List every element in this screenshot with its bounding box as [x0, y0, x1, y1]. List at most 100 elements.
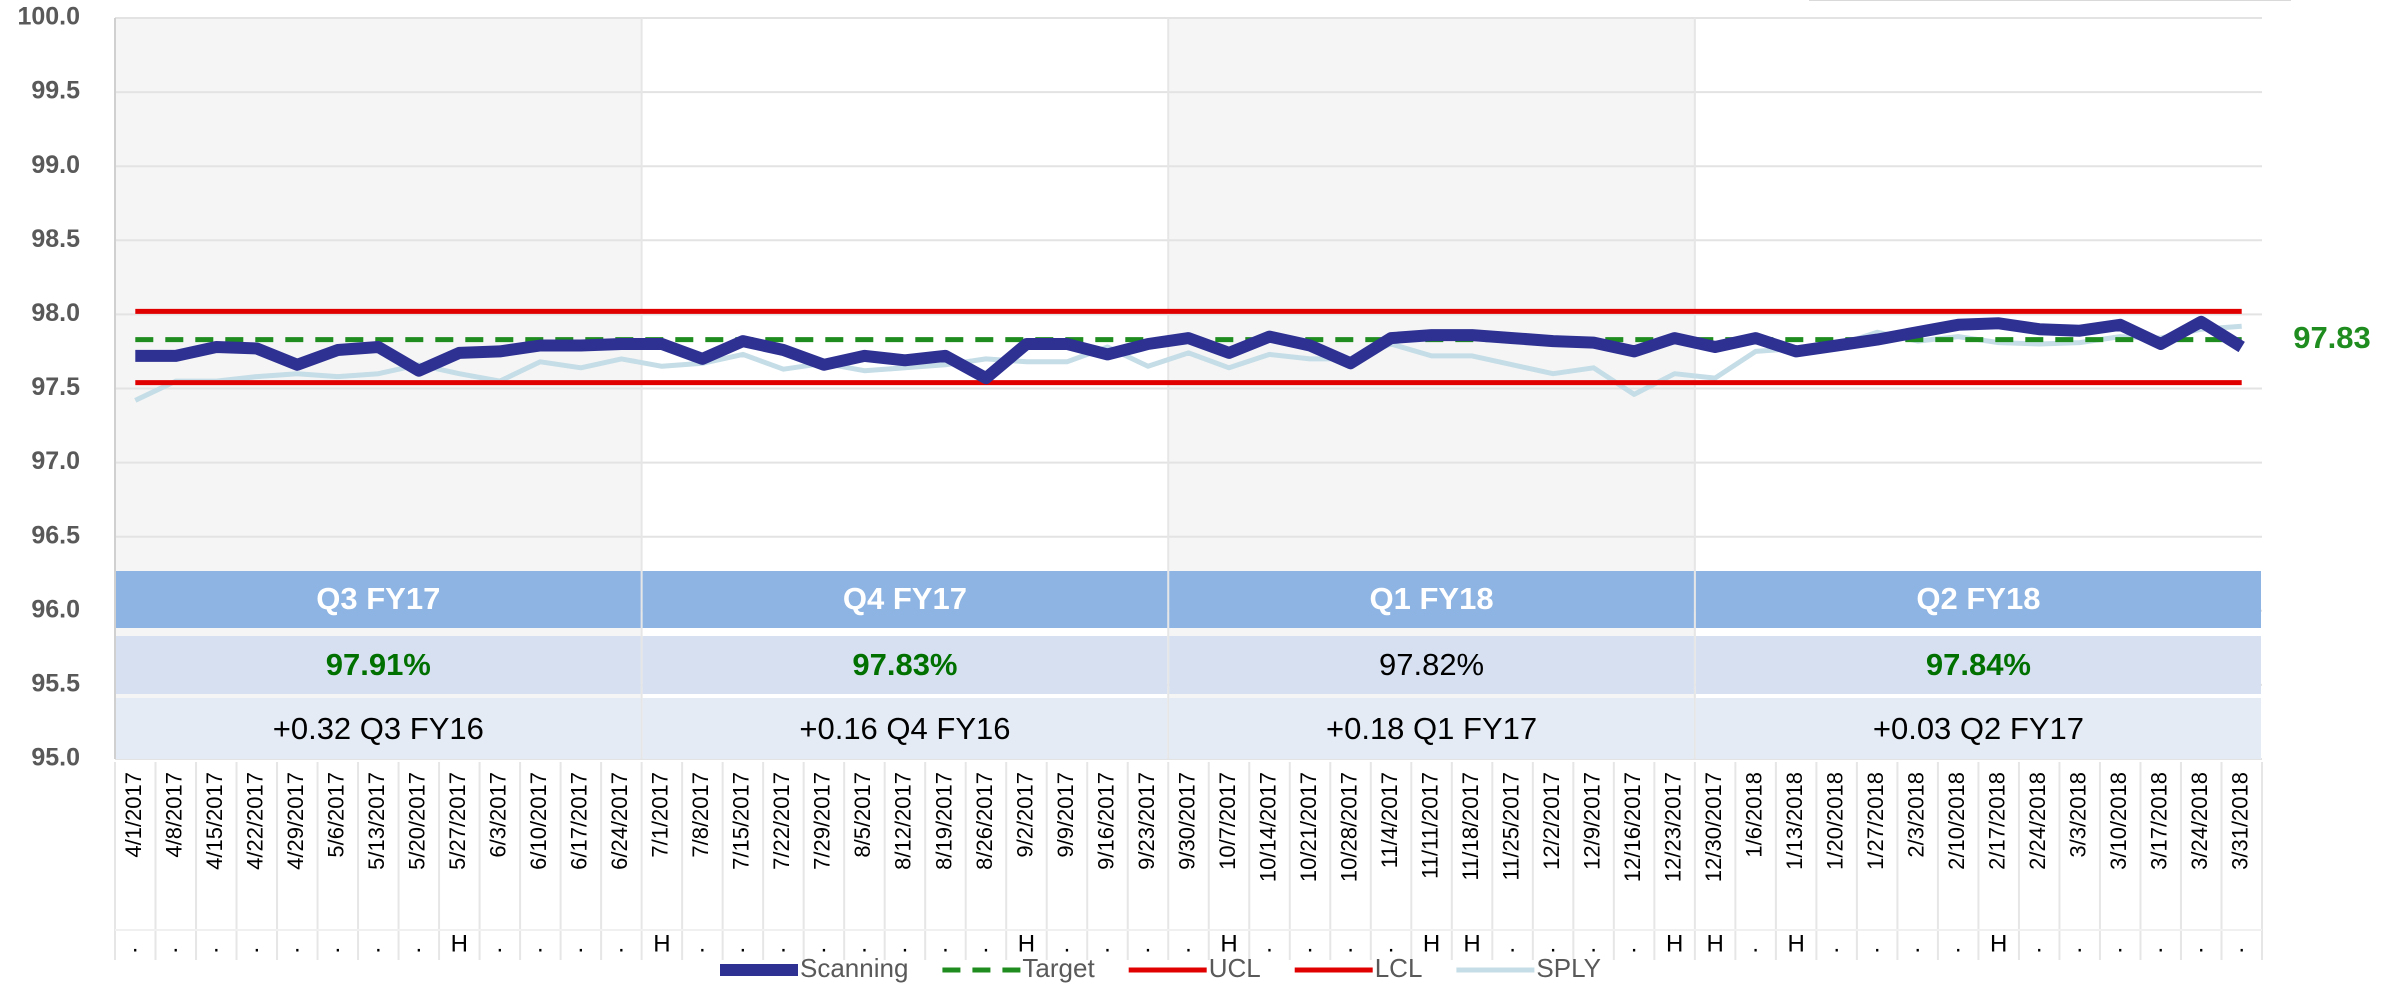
- holiday-flag: .: [2036, 930, 2043, 957]
- holiday-flag: .: [942, 930, 949, 957]
- x-tick-label: 2/17/2018: [1985, 772, 2010, 870]
- x-tick-label: 5/27/2017: [445, 772, 470, 870]
- quarter-name: Q4 FY17: [843, 581, 967, 616]
- x-tick-label: 8/5/2017: [850, 772, 875, 858]
- quarter-comparison: +0.03 Q2 FY17: [1873, 711, 2084, 746]
- quarter-comparison: +0.16 Q4 FY16: [799, 711, 1010, 746]
- quarter-value: 97.91%: [326, 647, 431, 682]
- holiday-flag: .: [415, 930, 422, 957]
- holiday-flag: .: [375, 930, 382, 957]
- holiday-flag: .: [172, 930, 179, 957]
- x-tick-label: 5/13/2017: [364, 772, 389, 870]
- x-tick-label: 8/19/2017: [931, 772, 956, 870]
- holiday-flag: .: [1509, 930, 1516, 957]
- holiday-flag: .: [1104, 930, 1111, 957]
- x-tick-label: 6/17/2017: [567, 772, 592, 870]
- x-tick-label: 9/2/2017: [1012, 772, 1037, 858]
- holiday-flag: H: [1018, 930, 1035, 957]
- x-tick-label: 12/23/2017: [1660, 772, 1685, 882]
- x-tick-label: 9/23/2017: [1134, 772, 1159, 870]
- holiday-flag: .: [1307, 930, 1314, 957]
- x-tick-label: 3/17/2018: [2147, 772, 2172, 870]
- holiday-flag: H: [451, 930, 468, 957]
- holiday-flag: .: [253, 930, 260, 957]
- holiday-flag: .: [740, 930, 747, 957]
- holiday-flag: .: [1833, 930, 1840, 957]
- holiday-flag: .: [861, 930, 868, 957]
- holiday-flag: H: [653, 930, 670, 957]
- holiday-flag: .: [2157, 930, 2164, 957]
- holiday-flag: .: [497, 930, 504, 957]
- x-tick-label: 12/9/2017: [1579, 772, 1604, 870]
- quarter-comparison: +0.32 Q3 FY16: [273, 711, 484, 746]
- holiday-flag: .: [2117, 930, 2124, 957]
- x-tick-label: 1/27/2018: [1863, 772, 1888, 870]
- x-tick-label: 2/3/2018: [1903, 772, 1928, 858]
- y-tick-label: 99.0: [31, 151, 80, 179]
- holiday-flag: .: [1388, 930, 1395, 957]
- x-tick-label: 3/10/2018: [2106, 772, 2131, 870]
- legend-label: SPLY: [1536, 953, 1601, 983]
- holiday-flag: .: [780, 930, 787, 957]
- x-tick-label: 7/15/2017: [729, 772, 754, 870]
- quarter-comparison: +0.18 Q1 FY17: [1326, 711, 1537, 746]
- table-cell: [1695, 571, 2261, 628]
- y-tick-label: 95.5: [31, 670, 80, 698]
- x-tick-label: 11/11/2017: [1417, 772, 1442, 879]
- holiday-flag: .: [537, 930, 544, 957]
- table-cell: [1695, 698, 2261, 759]
- x-tick-label: 2/10/2018: [1944, 772, 1969, 870]
- holiday-flag: .: [1874, 930, 1881, 957]
- holiday-flag: .: [1185, 930, 1192, 957]
- holiday-flag: .: [699, 930, 706, 957]
- holiday-flag: .: [1590, 930, 1597, 957]
- x-tick-label: 10/21/2017: [1296, 772, 1321, 882]
- holiday-flag: .: [1752, 930, 1759, 957]
- holiday-flag: .: [2238, 930, 2245, 957]
- holiday-flag: .: [294, 930, 301, 957]
- legend-label: Scanning: [800, 953, 908, 983]
- quarter-value: 97.83%: [852, 647, 957, 682]
- table-cell: [1695, 636, 2261, 694]
- y-tick-label: 96.0: [31, 595, 80, 623]
- date-area: [115, 762, 2262, 960]
- table-cell: [1169, 571, 1694, 628]
- x-tick-label: 10/28/2017: [1336, 772, 1361, 882]
- x-tick-label: 3/31/2018: [2228, 772, 2253, 870]
- holiday-flag: H: [1423, 930, 1440, 957]
- x-tick-label: 12/30/2017: [1701, 772, 1726, 882]
- x-tick-label: 10/7/2017: [1215, 772, 1240, 870]
- x-tick-label: 5/6/2017: [324, 772, 349, 858]
- y-tick-label: 99.5: [31, 77, 80, 105]
- holiday-flag: .: [213, 930, 220, 957]
- holiday-flag: .: [1064, 930, 1071, 957]
- table-cell: [642, 698, 1168, 759]
- holiday-flag: .: [334, 930, 341, 957]
- table-cell: [116, 698, 641, 759]
- holiday-flag: .: [578, 930, 585, 957]
- y-tick-label: 96.5: [31, 521, 80, 549]
- legend-label: Target: [1022, 953, 1095, 983]
- x-tick-label: 6/10/2017: [526, 772, 551, 870]
- holiday-flag: .: [902, 930, 909, 957]
- holiday-flag: H: [1706, 930, 1723, 957]
- holiday-flag: .: [1347, 930, 1354, 957]
- holiday-flag: .: [1914, 930, 1921, 957]
- y-tick-label: 95.0: [31, 744, 80, 772]
- table-cell: [642, 571, 1168, 628]
- holiday-flag: .: [2076, 930, 2083, 957]
- holiday-flag: .: [1631, 930, 1638, 957]
- x-tick-label: 1/20/2018: [1822, 772, 1847, 870]
- holiday-flag: .: [1266, 930, 1273, 957]
- x-tick-label: 12/2/2017: [1539, 772, 1564, 870]
- table-cell: [1169, 698, 1694, 759]
- holiday-flag: .: [1955, 930, 1962, 957]
- holiday-flag: .: [821, 930, 828, 957]
- holiday-flag: H: [1220, 930, 1237, 957]
- x-tick-label: 4/22/2017: [243, 772, 268, 870]
- table-cell: [116, 571, 641, 628]
- x-tick-label: 4/29/2017: [283, 772, 308, 870]
- holiday-flag: .: [618, 930, 625, 957]
- x-tick-label: 9/30/2017: [1174, 772, 1199, 870]
- legend-label: LCL: [1375, 953, 1423, 983]
